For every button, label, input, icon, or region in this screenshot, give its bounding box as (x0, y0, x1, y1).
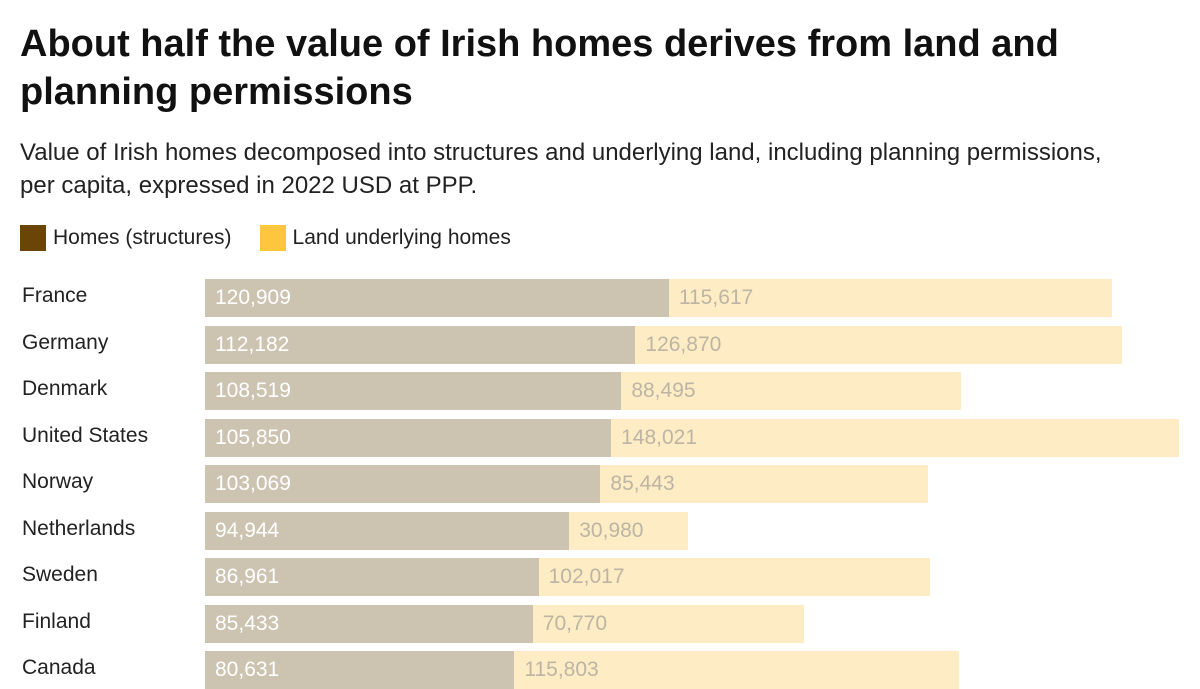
data-label-land: 148,021 (621, 425, 698, 449)
data-label-structures: 80,631 (215, 658, 280, 681)
legend-label-structures: Homes (structures) (53, 226, 232, 249)
data-label-land: 115,803 (524, 658, 599, 681)
category-label: Netherlands (22, 516, 136, 540)
category-label: Sweden (22, 563, 98, 586)
data-label-land: 115,617 (678, 286, 754, 309)
bar-land[interactable] (668, 279, 1113, 317)
data-label-structures: 112,182 (215, 332, 290, 356)
bar-structures[interactable] (205, 279, 669, 317)
chart-title: About half the value of Irish homes deri… (20, 23, 1059, 113)
data-label-structures: 105,850 (215, 425, 291, 449)
bar-chart: France 120,909 115,617 Germany 112,182 126,87… (22, 279, 1179, 689)
data-label-structures: 120,909 (215, 286, 291, 309)
bar-structures[interactable] (205, 465, 601, 503)
category-label: Norway (22, 470, 94, 493)
bar-structures[interactable] (205, 558, 539, 596)
legend: Homes (structures) Land underlying homes (20, 225, 539, 251)
data-label-structures: 86,961 (215, 565, 280, 588)
bar-structures[interactable] (205, 372, 622, 410)
data-label-land: 102,017 (548, 565, 625, 588)
category-label: United States (22, 423, 149, 447)
bar-structures[interactable] (205, 418, 612, 457)
bar-land[interactable] (569, 511, 689, 550)
legend-swatch-land (259, 225, 286, 251)
data-label-land: 30,980 (579, 518, 644, 542)
legend-label-land: Land underlying homes (292, 226, 511, 249)
category-label: Finland (22, 609, 91, 633)
chart-subtitle: Value of Irish homes decomposed into str… (20, 139, 1102, 199)
data-label-structures: 108,519 (215, 379, 291, 402)
bar-land[interactable] (611, 418, 1179, 457)
bar-land[interactable] (538, 558, 931, 596)
bar-structures[interactable] (205, 604, 533, 643)
bar-land[interactable] (621, 372, 961, 410)
data-label-land: 88,495 (631, 379, 696, 402)
data-label-land: 70,770 (542, 611, 607, 635)
bar-structures[interactable] (205, 325, 636, 364)
data-label-structures: 103,069 (215, 472, 291, 495)
bar-land[interactable] (532, 604, 805, 643)
category-label: Denmark (22, 377, 108, 400)
bar-land[interactable] (600, 465, 929, 503)
legend-item-land[interactable]: Land underlying homes (259, 225, 511, 251)
bar-land[interactable] (635, 325, 1123, 364)
data-label-land: 85,443 (610, 472, 675, 495)
legend-item-structures[interactable]: Homes (structures) (20, 225, 232, 251)
category-label: France (22, 284, 88, 307)
category-label: Germany (22, 330, 109, 354)
data-label-land: 126,870 (645, 332, 722, 356)
data-label-structures: 85,433 (215, 611, 280, 635)
bar-structures[interactable] (205, 511, 570, 550)
category-label: Canada (22, 656, 96, 679)
data-label-structures: 94,944 (215, 518, 280, 542)
legend-swatch-structures (20, 225, 46, 251)
